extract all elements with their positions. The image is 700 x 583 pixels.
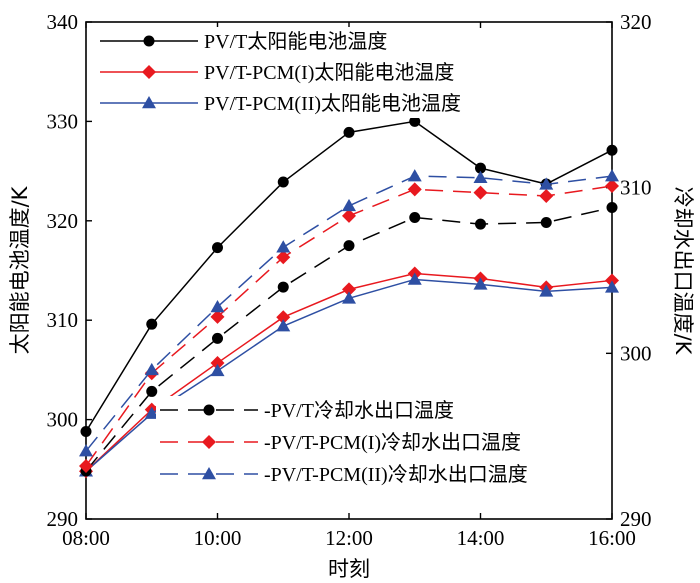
x-tick-label: 14:00 xyxy=(457,526,505,550)
legend-marker xyxy=(203,404,215,416)
legend-marker xyxy=(142,96,156,109)
data-point xyxy=(210,355,225,370)
data-point xyxy=(342,282,356,297)
legend-label: -PV/T冷却水出口温度 xyxy=(264,399,454,422)
data-point xyxy=(473,277,488,290)
legend-marker xyxy=(143,35,155,47)
legend-marker xyxy=(142,65,156,79)
y-left-tick-label: 340 xyxy=(47,10,79,34)
data-point xyxy=(407,182,422,197)
series-line xyxy=(85,120,613,432)
data-point xyxy=(79,444,93,457)
data-point xyxy=(342,198,356,212)
data-point xyxy=(539,284,554,297)
data-point xyxy=(144,362,159,376)
data-point xyxy=(540,216,552,228)
data-point xyxy=(343,240,355,252)
data-point xyxy=(606,144,618,156)
data-point xyxy=(276,319,291,332)
series-5 xyxy=(79,179,619,473)
data-point xyxy=(605,169,619,182)
data-point xyxy=(342,208,356,223)
data-point xyxy=(473,170,488,183)
x-tick-label: 12:00 xyxy=(325,526,373,550)
data-point xyxy=(473,185,488,200)
x-tick-label: 10:00 xyxy=(194,526,242,550)
data-point xyxy=(277,176,289,188)
data-point xyxy=(539,177,554,190)
legend-label: -PV/T-PCM(II)冷却水出口温度 xyxy=(264,463,528,486)
legend-marker xyxy=(202,435,216,449)
data-point xyxy=(80,426,92,438)
x-axis-title: 时刻 xyxy=(328,557,370,581)
data-point xyxy=(212,332,223,344)
y-axis-right-title: 冷却水出口温度/K xyxy=(671,187,695,356)
data-point xyxy=(146,318,158,330)
y-right-tick-label: 310 xyxy=(620,176,652,200)
y-left-tick-label: 330 xyxy=(47,109,79,133)
series-line xyxy=(85,175,613,452)
y-left-tick-label: 300 xyxy=(47,408,79,432)
data-point xyxy=(409,115,421,127)
data-point xyxy=(342,291,356,304)
data-point xyxy=(475,162,486,174)
y-left-tick-label: 310 xyxy=(47,308,79,332)
legend-marker xyxy=(202,467,216,480)
data-point xyxy=(79,458,93,473)
data-point xyxy=(539,188,554,203)
y-right-tick-label: 320 xyxy=(620,10,652,34)
data-point xyxy=(407,272,422,285)
y-right-tick-label: 290 xyxy=(620,507,652,531)
data-point xyxy=(409,211,421,223)
data-point xyxy=(277,281,289,293)
series-1 xyxy=(80,115,618,438)
series-layer xyxy=(79,115,619,479)
data-point xyxy=(144,406,159,419)
data-point xyxy=(605,280,619,293)
legend-label: -PV/T-PCM(I)冷却水出口温度 xyxy=(264,431,521,454)
data-point xyxy=(210,299,225,313)
legend-bottom: -PV/T冷却水出口温度 -PV/T-PCM(I)冷却水出口温度 -PV/T-PCM… xyxy=(156,396,532,489)
series-6 xyxy=(79,169,619,457)
data-point xyxy=(343,126,355,138)
x-tick-label: 08:00 xyxy=(62,526,110,550)
y-left-tick-label: 320 xyxy=(47,209,79,233)
y-axis-left-title: 太阳能电池温度/K xyxy=(8,185,32,354)
x-tick-label: 16:00 xyxy=(588,526,636,550)
data-point xyxy=(475,218,486,230)
legend-top: PV/T太阳能电池温度 PV/T-PCM(I)太阳能电池温度 PV/T-PCM(II… xyxy=(96,27,466,118)
y-right-tick-label: 300 xyxy=(620,341,652,365)
data-point xyxy=(276,240,291,253)
legend-label: PV/T-PCM(II)太阳能电池温度 xyxy=(204,92,461,115)
data-point xyxy=(146,385,158,397)
legend-label: PV/T太阳能电池温度 xyxy=(204,30,387,53)
y-left-tick-label: 290 xyxy=(47,507,79,531)
legend-label: PV/T-PCM(I)太阳能电池温度 xyxy=(204,61,454,84)
data-point xyxy=(210,363,225,377)
data-point xyxy=(212,242,223,254)
data-point xyxy=(276,310,291,325)
data-point xyxy=(407,169,422,182)
ticks: 08:00 10:00 12:00 14:00 16:00290300310320330… xyxy=(47,10,652,550)
data-point xyxy=(606,202,618,214)
data-point xyxy=(210,309,225,324)
data-point xyxy=(276,250,291,265)
data-point xyxy=(605,179,619,194)
